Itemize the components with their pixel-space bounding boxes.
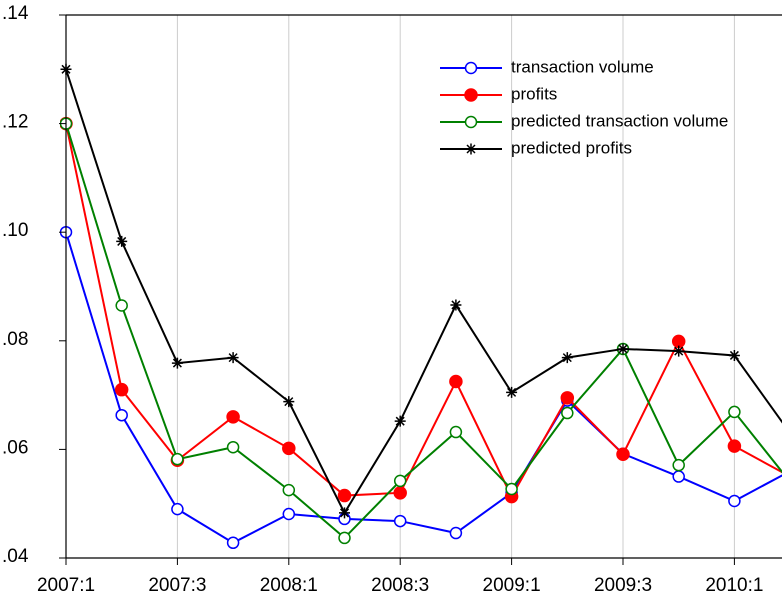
x-tick-label: 2010:1 (705, 575, 763, 596)
point (450, 299, 462, 311)
point (171, 357, 183, 369)
point (728, 494, 741, 508)
x-tick-label: 2009:3 (594, 575, 652, 596)
point (616, 447, 630, 462)
point (464, 88, 478, 102)
series-line (65, 231, 782, 544)
point (449, 425, 463, 439)
axes: .04 .06 .08 .10 .12 .14 2007:1 2007:3 2008:1 2008… (2, 3, 782, 596)
point (114, 382, 129, 397)
point (116, 235, 128, 247)
point (338, 531, 351, 545)
point (561, 352, 573, 364)
point (226, 410, 240, 424)
legend-label: predicted transaction volume (511, 111, 728, 130)
point (282, 507, 296, 521)
x-tick-label: 2009:1 (483, 575, 541, 596)
series-line (65, 68, 782, 515)
point (672, 458, 685, 472)
point (673, 345, 685, 357)
x-tick-label: 2007:1 (37, 575, 95, 596)
point (339, 507, 350, 519)
point (393, 486, 407, 500)
point (672, 470, 685, 483)
point (282, 483, 296, 497)
y-tick-label: .08 (2, 329, 28, 350)
point (226, 536, 240, 550)
point (282, 441, 296, 456)
point (393, 474, 407, 488)
y-tick-label: .10 (2, 220, 28, 241)
point (560, 391, 575, 405)
point (283, 396, 295, 408)
point (227, 352, 239, 364)
point (226, 440, 240, 454)
point (617, 343, 629, 355)
point (671, 334, 686, 349)
x-tick-label: 2007:3 (148, 575, 206, 596)
plot-area (60, 63, 782, 550)
point (449, 526, 463, 540)
point (115, 299, 128, 312)
point (171, 502, 184, 516)
point (393, 514, 407, 528)
series-line (65, 123, 782, 499)
point (727, 439, 742, 453)
point (465, 143, 477, 155)
y-tick-label: .12 (2, 112, 28, 133)
y-tick-label: .14 (2, 3, 29, 24)
y-tick-label: .04 (2, 546, 29, 567)
point (728, 349, 740, 361)
point (394, 415, 406, 427)
y-tick-label: .06 (2, 437, 28, 458)
grid (176, 15, 735, 558)
point (171, 452, 184, 466)
point (449, 374, 463, 389)
point (464, 61, 478, 75)
point (464, 115, 478, 129)
x-tick-label: 2008:1 (260, 575, 318, 596)
point (506, 386, 518, 398)
point (337, 488, 352, 503)
legend-label: profits (511, 84, 557, 103)
point (115, 408, 128, 422)
legend-label: transaction volume (511, 57, 654, 76)
series-line (65, 123, 782, 540)
point (505, 482, 518, 496)
legend-label: predicted profits (511, 138, 632, 157)
point (561, 406, 574, 420)
point (728, 405, 741, 419)
x-tick-label: 2008:3 (371, 575, 429, 596)
legend: transaction volume profits predicted trans… (440, 57, 728, 157)
